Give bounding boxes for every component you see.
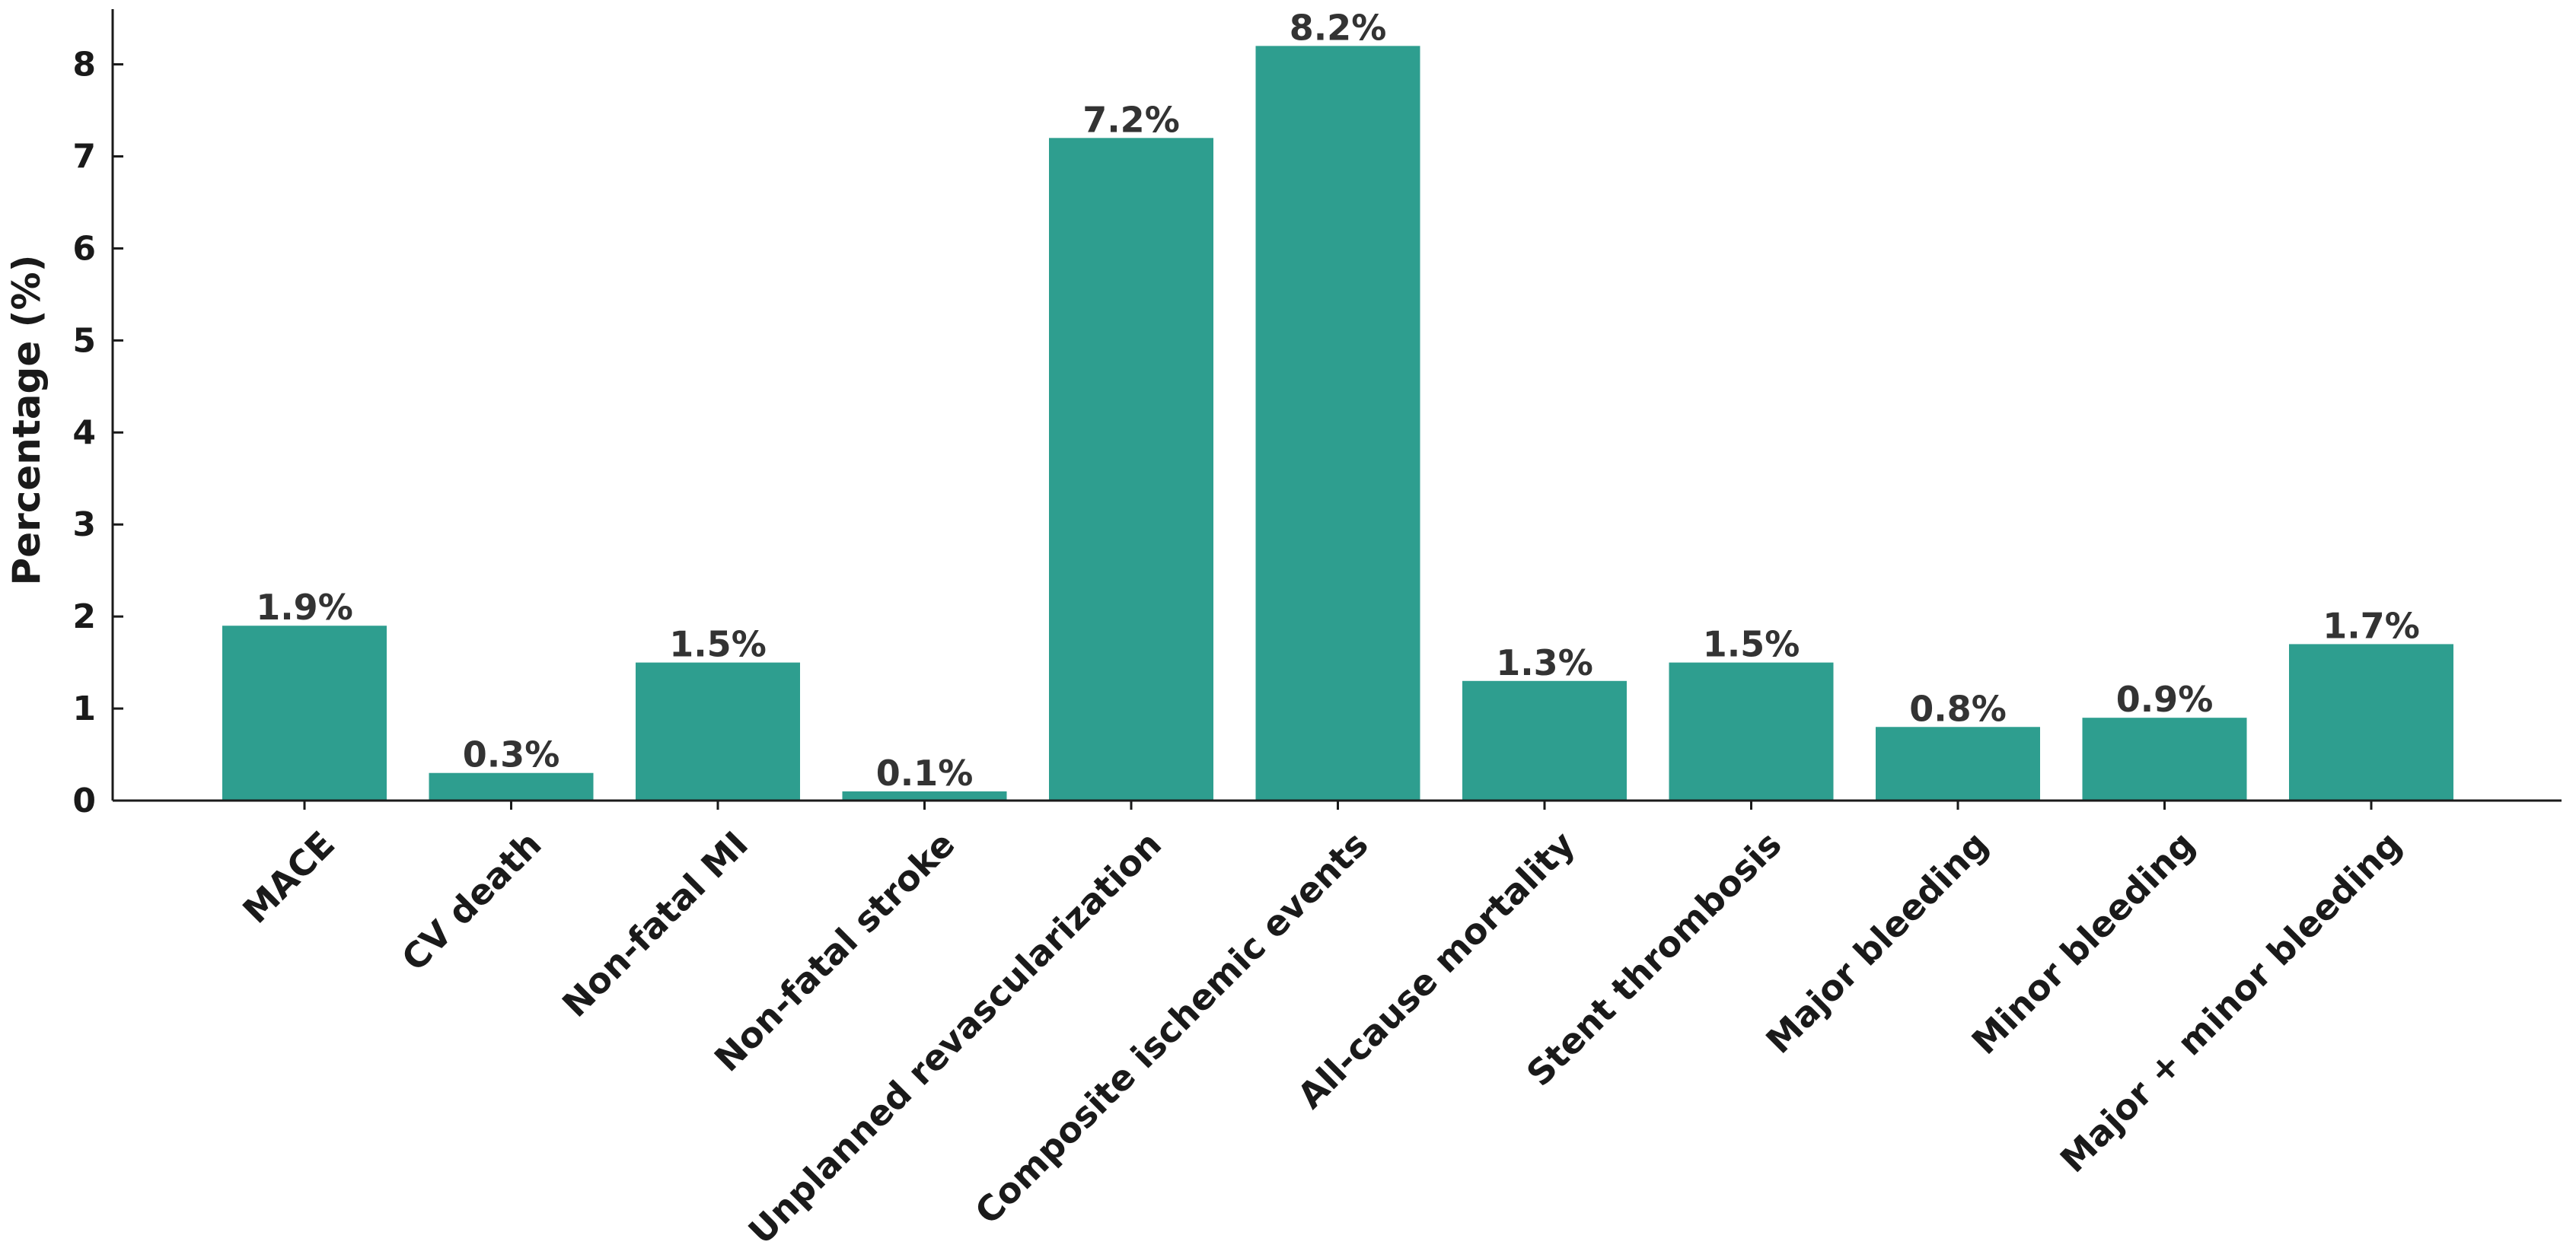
x-tick-label: Unplanned revascularization xyxy=(741,823,1170,1245)
y-ticks-layer: 0 1 2 3 4 5 6 7 8 xyxy=(72,46,123,820)
bar-value-label: 0.3% xyxy=(463,734,560,775)
bar xyxy=(1255,46,1420,801)
bar-value-label: 8.2% xyxy=(1290,7,1387,48)
data-labels-layer: 1.9% 0.3% 1.5% 0.1% 7.2% 8.2% 1.3% 1.5% 0.8% 0.9%… xyxy=(256,7,2420,794)
x-tick-label: Major bleeding xyxy=(1758,823,1996,1062)
bar-value-label: 0.1% xyxy=(876,753,974,794)
bar xyxy=(429,772,594,801)
bar-value-label: 0.9% xyxy=(2116,679,2214,720)
y-tick-label: 3 xyxy=(72,505,96,544)
bar xyxy=(1876,727,2040,801)
y-axis-label: Percentage (%) xyxy=(5,255,49,586)
y-tick-label: 4 xyxy=(72,413,96,452)
x-tick-label: Minor bleeding xyxy=(1964,823,2203,1062)
y-tick-label: 5 xyxy=(72,321,96,360)
bar xyxy=(2082,718,2247,801)
x-tick-label: CV death xyxy=(394,823,550,979)
bar-value-label: 1.5% xyxy=(669,624,767,665)
bar xyxy=(636,662,800,801)
bar xyxy=(222,626,387,801)
bars-layer xyxy=(222,46,2453,801)
bar xyxy=(1049,138,1213,801)
bar xyxy=(842,791,1007,801)
x-tick-label: Major + minor bleeding xyxy=(2052,823,2409,1180)
y-tick-label: 1 xyxy=(72,689,96,728)
bar-value-label: 1.9% xyxy=(256,587,353,628)
x-tick-label: Composite ischemic events xyxy=(967,823,1376,1232)
bar-value-label: 1.7% xyxy=(2323,605,2420,646)
bar-value-label: 1.3% xyxy=(1496,642,1593,683)
y-tick-label: 6 xyxy=(72,229,96,268)
bar xyxy=(2289,644,2453,801)
y-tick-label: 7 xyxy=(72,137,96,176)
bar-value-label: 7.2% xyxy=(1082,99,1180,140)
bar-value-label: 0.8% xyxy=(1909,688,2007,729)
x-tick-label: MACE xyxy=(234,823,343,931)
bar xyxy=(1462,680,1627,801)
bar-value-label: 1.5% xyxy=(1703,624,1800,665)
y-tick-label: 2 xyxy=(72,597,96,636)
bar xyxy=(1669,662,1834,801)
x-tick-label: Non-fatal MI xyxy=(554,823,756,1025)
y-tick-label: 0 xyxy=(72,782,96,820)
y-tick-label: 8 xyxy=(72,46,96,84)
